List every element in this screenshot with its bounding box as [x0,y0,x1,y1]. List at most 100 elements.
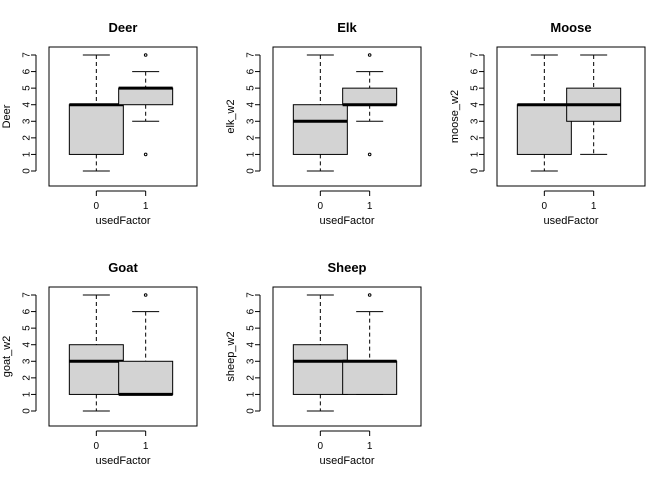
panel-title: Deer [109,20,138,35]
y-tick-label: 0 [22,168,33,174]
outlier-point [143,293,148,297]
plot-frame [272,46,422,187]
y-tick-label: 3 [246,358,257,364]
y-tick-label: 5 [22,325,33,331]
x-tick-label: 0 [94,441,100,452]
x-tick-label: 1 [143,441,149,452]
outlier-point [367,293,372,297]
box-0 [292,54,348,172]
plot-frame [48,46,198,187]
panel-elk: Elk usedFactor elk_w2 0 1 2 3 4 5 6 7 0 1 [225,20,422,227]
iqr-box [342,360,398,395]
y-tick-label: 6 [246,68,257,74]
y-axis-label: elk_w2 [225,99,237,133]
y-tick-label: 6 [470,68,481,74]
panel-goat: Goat usedFactor goat_w2 0 1 2 3 4 5 6 7 0 1 [1,260,198,467]
iqr-box [516,104,572,155]
box-1 [118,293,174,396]
y-tick-label: 5 [246,85,257,91]
x-tick-label: 0 [542,201,548,212]
iqr-box [68,344,124,395]
outlier-point [143,152,148,157]
iqr-box [118,87,174,106]
y-tick-label: 5 [470,85,481,91]
y-tick-label: 3 [470,118,481,124]
iqr-box [68,104,124,155]
box-0 [292,294,348,412]
iqr-box [118,360,174,395]
y-tick-label: 1 [246,151,257,157]
x-axis-label: usedFactor [543,215,598,227]
y-axis-label: goat_w2 [1,336,13,378]
y-tick-label: 7 [246,52,257,58]
panel-title: Elk [337,20,357,35]
y-tick-label: 5 [246,325,257,331]
y-tick-label: 4 [470,101,481,107]
x-tick-label: 0 [318,201,324,212]
y-tick-label: 7 [22,52,33,58]
x-tick-label: 0 [318,441,324,452]
box-0 [68,294,124,412]
panel-sheep: Sheep usedFactor sheep_w2 0 1 2 3 4 5 6 7 0 1 [225,260,422,467]
y-tick-label: 3 [246,118,257,124]
iqr-box [342,87,398,106]
iqr-box [292,104,348,155]
outlier-point [367,53,372,57]
y-axis-label: Deer [1,104,13,128]
y-tick-label: 6 [246,308,257,314]
y-tick-label: 2 [470,135,481,141]
y-tick-label: 7 [22,292,33,298]
y-tick-label: 2 [246,135,257,141]
y-tick-label: 1 [470,151,481,157]
y-tick-label: 4 [22,341,33,347]
x-axis-label: usedFactor [95,455,150,467]
y-tick-label: 6 [22,308,33,314]
outlier-point [367,152,372,157]
box-1 [566,54,622,155]
box-1 [342,293,398,395]
x-tick-label: 0 [94,201,100,212]
panel-title: Sheep [327,260,366,275]
y-tick-label: 0 [470,168,481,174]
y-tick-label: 2 [22,135,33,141]
box-1 [118,53,174,157]
y-tick-label: 7 [470,52,481,58]
y-tick-label: 0 [22,408,33,414]
y-tick-label: 2 [22,375,33,381]
y-tick-label: 4 [246,341,257,347]
x-tick-label: 1 [367,441,373,452]
y-tick-label: 6 [22,68,33,74]
plot-frame [496,46,646,187]
box-1 [342,53,398,157]
y-tick-label: 3 [22,358,33,364]
plot-frame [272,286,422,427]
y-tick-label: 0 [246,168,257,174]
y-tick-label: 7 [246,292,257,298]
box-0 [68,54,124,172]
y-tick-label: 1 [22,391,33,397]
x-tick-label: 1 [367,201,373,212]
iqr-box [292,344,348,395]
x-axis-label: usedFactor [319,215,374,227]
y-tick-label: 4 [22,101,33,107]
x-tick-label: 1 [591,201,597,212]
panel-deer: Deer usedFactor Deer 0 1 2 3 4 5 6 7 0 1 [1,20,198,227]
box-0 [516,54,572,172]
panel-moose: Moose usedFactor moose_w2 0 1 2 3 4 5 6 7 0 1 [449,20,646,227]
y-tick-label: 0 [246,408,257,414]
y-tick-label: 3 [22,118,33,124]
y-axis-label: sheep_w2 [225,331,237,381]
panel-title: Goat [108,260,138,275]
y-axis-label: moose_w2 [449,90,461,143]
outlier-point [143,53,148,57]
y-tick-label: 1 [246,391,257,397]
plot-frame [48,286,198,427]
y-tick-label: 1 [22,151,33,157]
y-tick-label: 4 [246,101,257,107]
y-tick-label: 2 [246,375,257,381]
panel-title: Moose [550,20,591,35]
x-tick-label: 1 [143,201,149,212]
x-axis-label: usedFactor [319,455,374,467]
